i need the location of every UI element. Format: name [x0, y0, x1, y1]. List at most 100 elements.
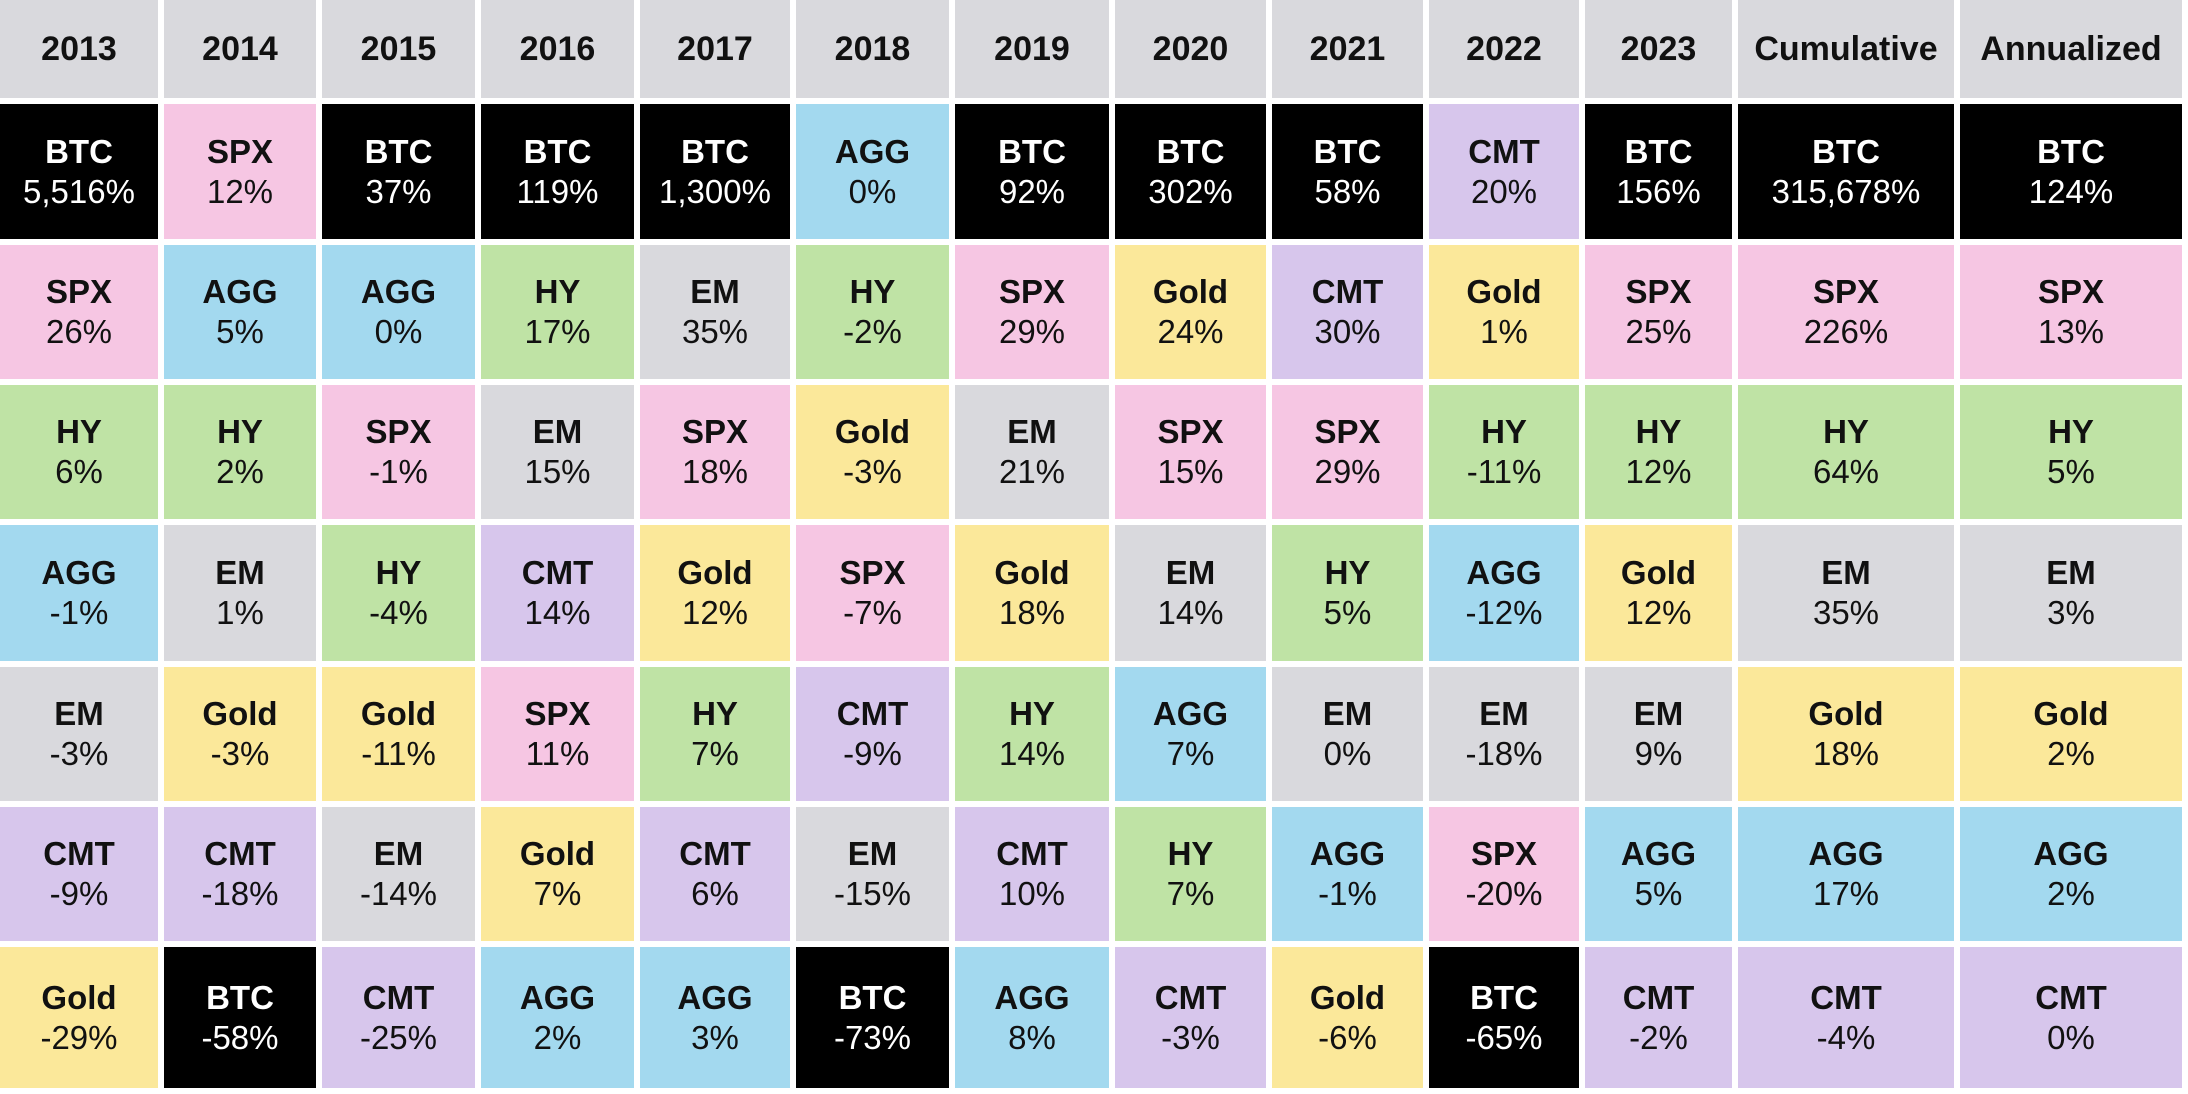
return-cell-em: EM -18%: [1429, 667, 1579, 801]
return-cell-gold: Gold -3%: [164, 667, 316, 801]
return-cell-cmt: CMT -4%: [1738, 947, 1954, 1088]
return-cell-gold: Gold 7%: [481, 807, 634, 941]
asset-label: SPX: [365, 413, 432, 450]
return-value: 20%: [1470, 172, 1538, 210]
return-value: 0%: [1323, 735, 1372, 772]
return-cell-spx: SPX 29%: [955, 245, 1109, 379]
return-cell-hy: HY 2%: [164, 385, 316, 519]
return-value: 119%: [516, 172, 599, 210]
return-value: 2%: [2047, 735, 2095, 772]
asset-label: Gold: [677, 554, 753, 591]
return-value: -7%: [843, 594, 902, 631]
return-value: 9%: [1634, 735, 1683, 772]
return-value: 13%: [2037, 313, 2105, 350]
return-value: -18%: [201, 875, 279, 912]
asset-label: Gold: [994, 554, 1070, 591]
return-cell-hy: HY 7%: [640, 667, 790, 801]
return-value: 15%: [524, 453, 591, 490]
return-value: 58%: [1314, 172, 1381, 210]
return-cell-cmt: CMT -9%: [0, 807, 158, 941]
return-cell-em: EM 0%: [1272, 667, 1423, 801]
return-value: 1%: [1480, 313, 1528, 350]
column-header-2022: 2022: [1429, 0, 1579, 98]
return-cell-em: EM -14%: [322, 807, 475, 941]
column-header-2019: 2019: [955, 0, 1109, 98]
return-cell-spx: SPX -1%: [322, 385, 475, 519]
return-value: 21%: [998, 453, 1066, 490]
asset-label: SPX: [45, 273, 113, 310]
return-cell-cmt: CMT 30%: [1272, 245, 1423, 379]
return-cell-gold: Gold 18%: [955, 525, 1109, 661]
return-cell-em: EM 1%: [164, 525, 316, 661]
return-value: 12%: [1625, 453, 1692, 490]
return-value: 0%: [2047, 1018, 2095, 1056]
return-value: -3%: [843, 453, 902, 490]
return-value: 15%: [1157, 453, 1224, 490]
return-cell-spx: SPX 25%: [1585, 245, 1732, 379]
asset-label: BTC: [206, 978, 274, 1016]
return-value: 3%: [691, 1018, 739, 1056]
return-cell-agg: AGG 0%: [322, 245, 475, 379]
asset-label: CMT: [1622, 978, 1695, 1016]
return-value: 30%: [1314, 313, 1381, 350]
asset-label: CMT: [204, 835, 276, 872]
return-value: -1%: [1318, 875, 1377, 912]
asset-label: CMT: [836, 695, 909, 732]
return-cell-btc: BTC -73%: [796, 947, 949, 1088]
return-cell-gold: Gold 2%: [1960, 667, 2182, 801]
return-cell-gold: Gold -29%: [0, 947, 158, 1088]
asset-label: EM: [847, 835, 898, 872]
asset-label: EM: [1322, 695, 1373, 732]
return-value: -1%: [369, 453, 428, 490]
asset-label: AGG: [1152, 695, 1229, 732]
return-cell-agg: AGG -1%: [0, 525, 158, 661]
return-cell-btc: BTC 315,678%: [1738, 104, 1954, 239]
asset-label: AGG: [1466, 554, 1542, 591]
return-value: 7%: [1166, 875, 1215, 912]
return-value: 35%: [681, 313, 749, 350]
return-value: -11%: [361, 735, 436, 772]
return-cell-spx: SPX 18%: [640, 385, 790, 519]
return-value: 14%: [1157, 594, 1224, 631]
return-value: 17%: [524, 313, 591, 350]
return-cell-cmt: CMT 0%: [1960, 947, 2182, 1088]
return-cell-gold: Gold 12%: [1585, 525, 1732, 661]
asset-label: BTC: [681, 132, 749, 170]
return-cell-hy: HY 7%: [1115, 807, 1266, 941]
asset-label: SPX: [2037, 273, 2105, 310]
return-cell-gold: Gold -3%: [796, 385, 949, 519]
column-header-2021: 2021: [1272, 0, 1423, 98]
return-cell-agg: AGG 2%: [481, 947, 634, 1088]
return-value: 17%: [1812, 875, 1880, 912]
asset-label: SPX: [1812, 273, 1880, 310]
return-value: -4%: [369, 594, 428, 631]
asset-label: EM: [1165, 554, 1216, 591]
return-value: -11%: [1466, 453, 1542, 490]
asset-label: SPX: [839, 554, 906, 591]
return-cell-em: EM 9%: [1585, 667, 1732, 801]
asset-label: EM: [1479, 695, 1529, 732]
return-cell-spx: SPX -20%: [1429, 807, 1579, 941]
return-value: 315,678%: [1771, 172, 1921, 210]
asset-label: EM: [532, 413, 583, 450]
column-header-cumulative: Cumulative: [1738, 0, 1954, 98]
column-header-annualized: Annualized: [1960, 0, 2182, 98]
return-cell-gold: Gold 18%: [1738, 667, 1954, 801]
return-cell-cmt: CMT 14%: [481, 525, 634, 661]
asset-label: HY: [1009, 695, 1055, 732]
return-value: 24%: [1157, 313, 1224, 350]
asset-label: CMT: [521, 554, 594, 591]
return-value: 12%: [206, 172, 274, 210]
asset-label: AGG: [519, 978, 596, 1016]
asset-label: AGG: [2033, 835, 2109, 872]
return-value: 18%: [681, 453, 749, 490]
asset-label: CMT: [362, 978, 435, 1016]
return-cell-agg: AGG 17%: [1738, 807, 1954, 941]
return-value: -3%: [1161, 1018, 1220, 1056]
return-value: 302%: [1148, 172, 1233, 210]
return-cell-agg: AGG 2%: [1960, 807, 2182, 941]
asset-label: Gold: [1152, 273, 1229, 310]
asset-label: BTC: [998, 132, 1066, 170]
return-value: 29%: [1314, 453, 1381, 490]
asset-label: Gold: [834, 413, 911, 450]
